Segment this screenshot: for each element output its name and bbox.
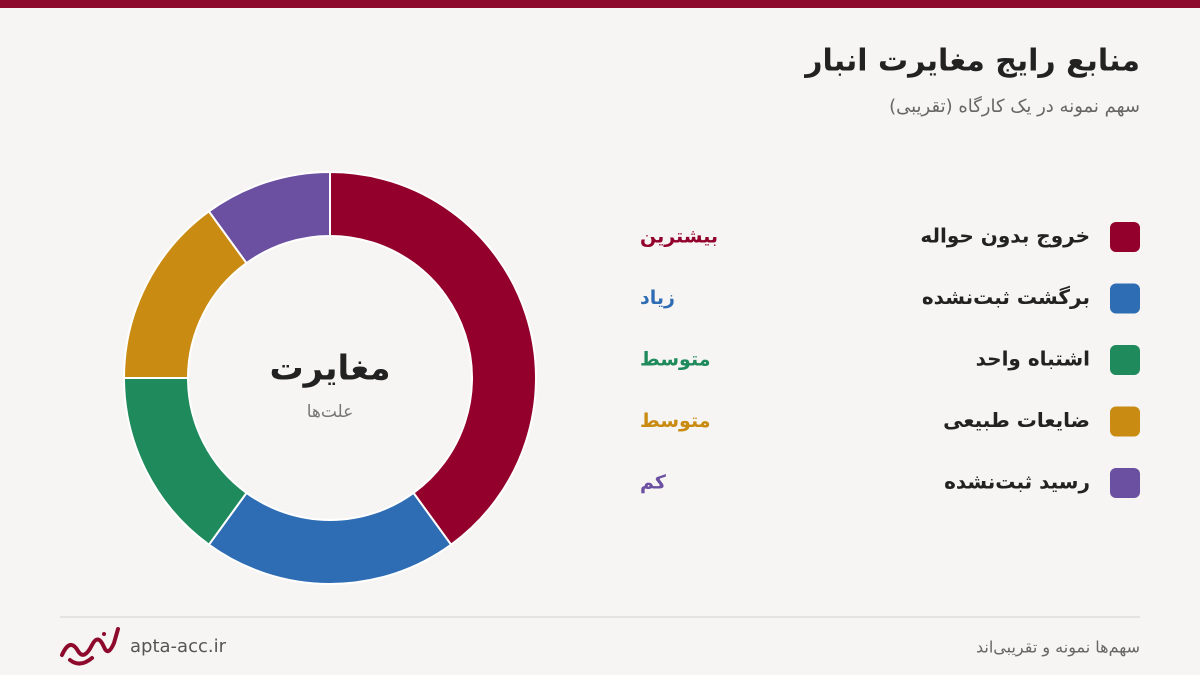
center-title: مغایرت bbox=[269, 349, 390, 389]
legend: خروج بدون حواله بیشترین برگشت ثبت‌نشده زیاد… bbox=[640, 222, 1140, 498]
footer-note: سهم‌ها نمونه و تقریبی‌اند bbox=[976, 638, 1140, 658]
legend-label: برگشت ثبت‌نشده bbox=[922, 285, 1090, 309]
level-label: کم bbox=[640, 472, 667, 494]
level-label: متوسط bbox=[640, 410, 710, 432]
legend-label: اشتباه واحد bbox=[976, 347, 1090, 371]
donut-segment bbox=[329, 170, 537, 547]
legend-swatch bbox=[1110, 222, 1140, 252]
legend-label: رسید ثبت‌نشده bbox=[944, 470, 1090, 494]
level-label: متوسط bbox=[640, 349, 710, 371]
chart-title: منابع رایج مغایرت انبار bbox=[803, 44, 1140, 79]
logo bbox=[60, 627, 120, 666]
level-label: بیشترین bbox=[640, 226, 718, 248]
donut-segment bbox=[207, 170, 331, 265]
legend-label: ضایعات طبیعی bbox=[943, 408, 1090, 432]
donut-segment bbox=[207, 491, 453, 585]
level-label: زیاد bbox=[640, 287, 675, 309]
donut-segment bbox=[122, 377, 248, 547]
legend-label: خروج بدون حواله bbox=[920, 224, 1090, 248]
legend-swatch bbox=[1110, 283, 1140, 314]
center-subtitle: علت‌ها bbox=[307, 402, 354, 422]
legend-swatch bbox=[1110, 468, 1140, 498]
chart-subtitle: سهم نمونه در یک کارگاه (تقریبی) bbox=[889, 95, 1140, 117]
legend-swatch bbox=[1110, 345, 1140, 375]
donut bbox=[122, 170, 537, 585]
footer-site: apta-acc.ir bbox=[130, 636, 227, 657]
top-bar bbox=[0, 0, 1200, 8]
legend-swatch bbox=[1110, 406, 1140, 437]
